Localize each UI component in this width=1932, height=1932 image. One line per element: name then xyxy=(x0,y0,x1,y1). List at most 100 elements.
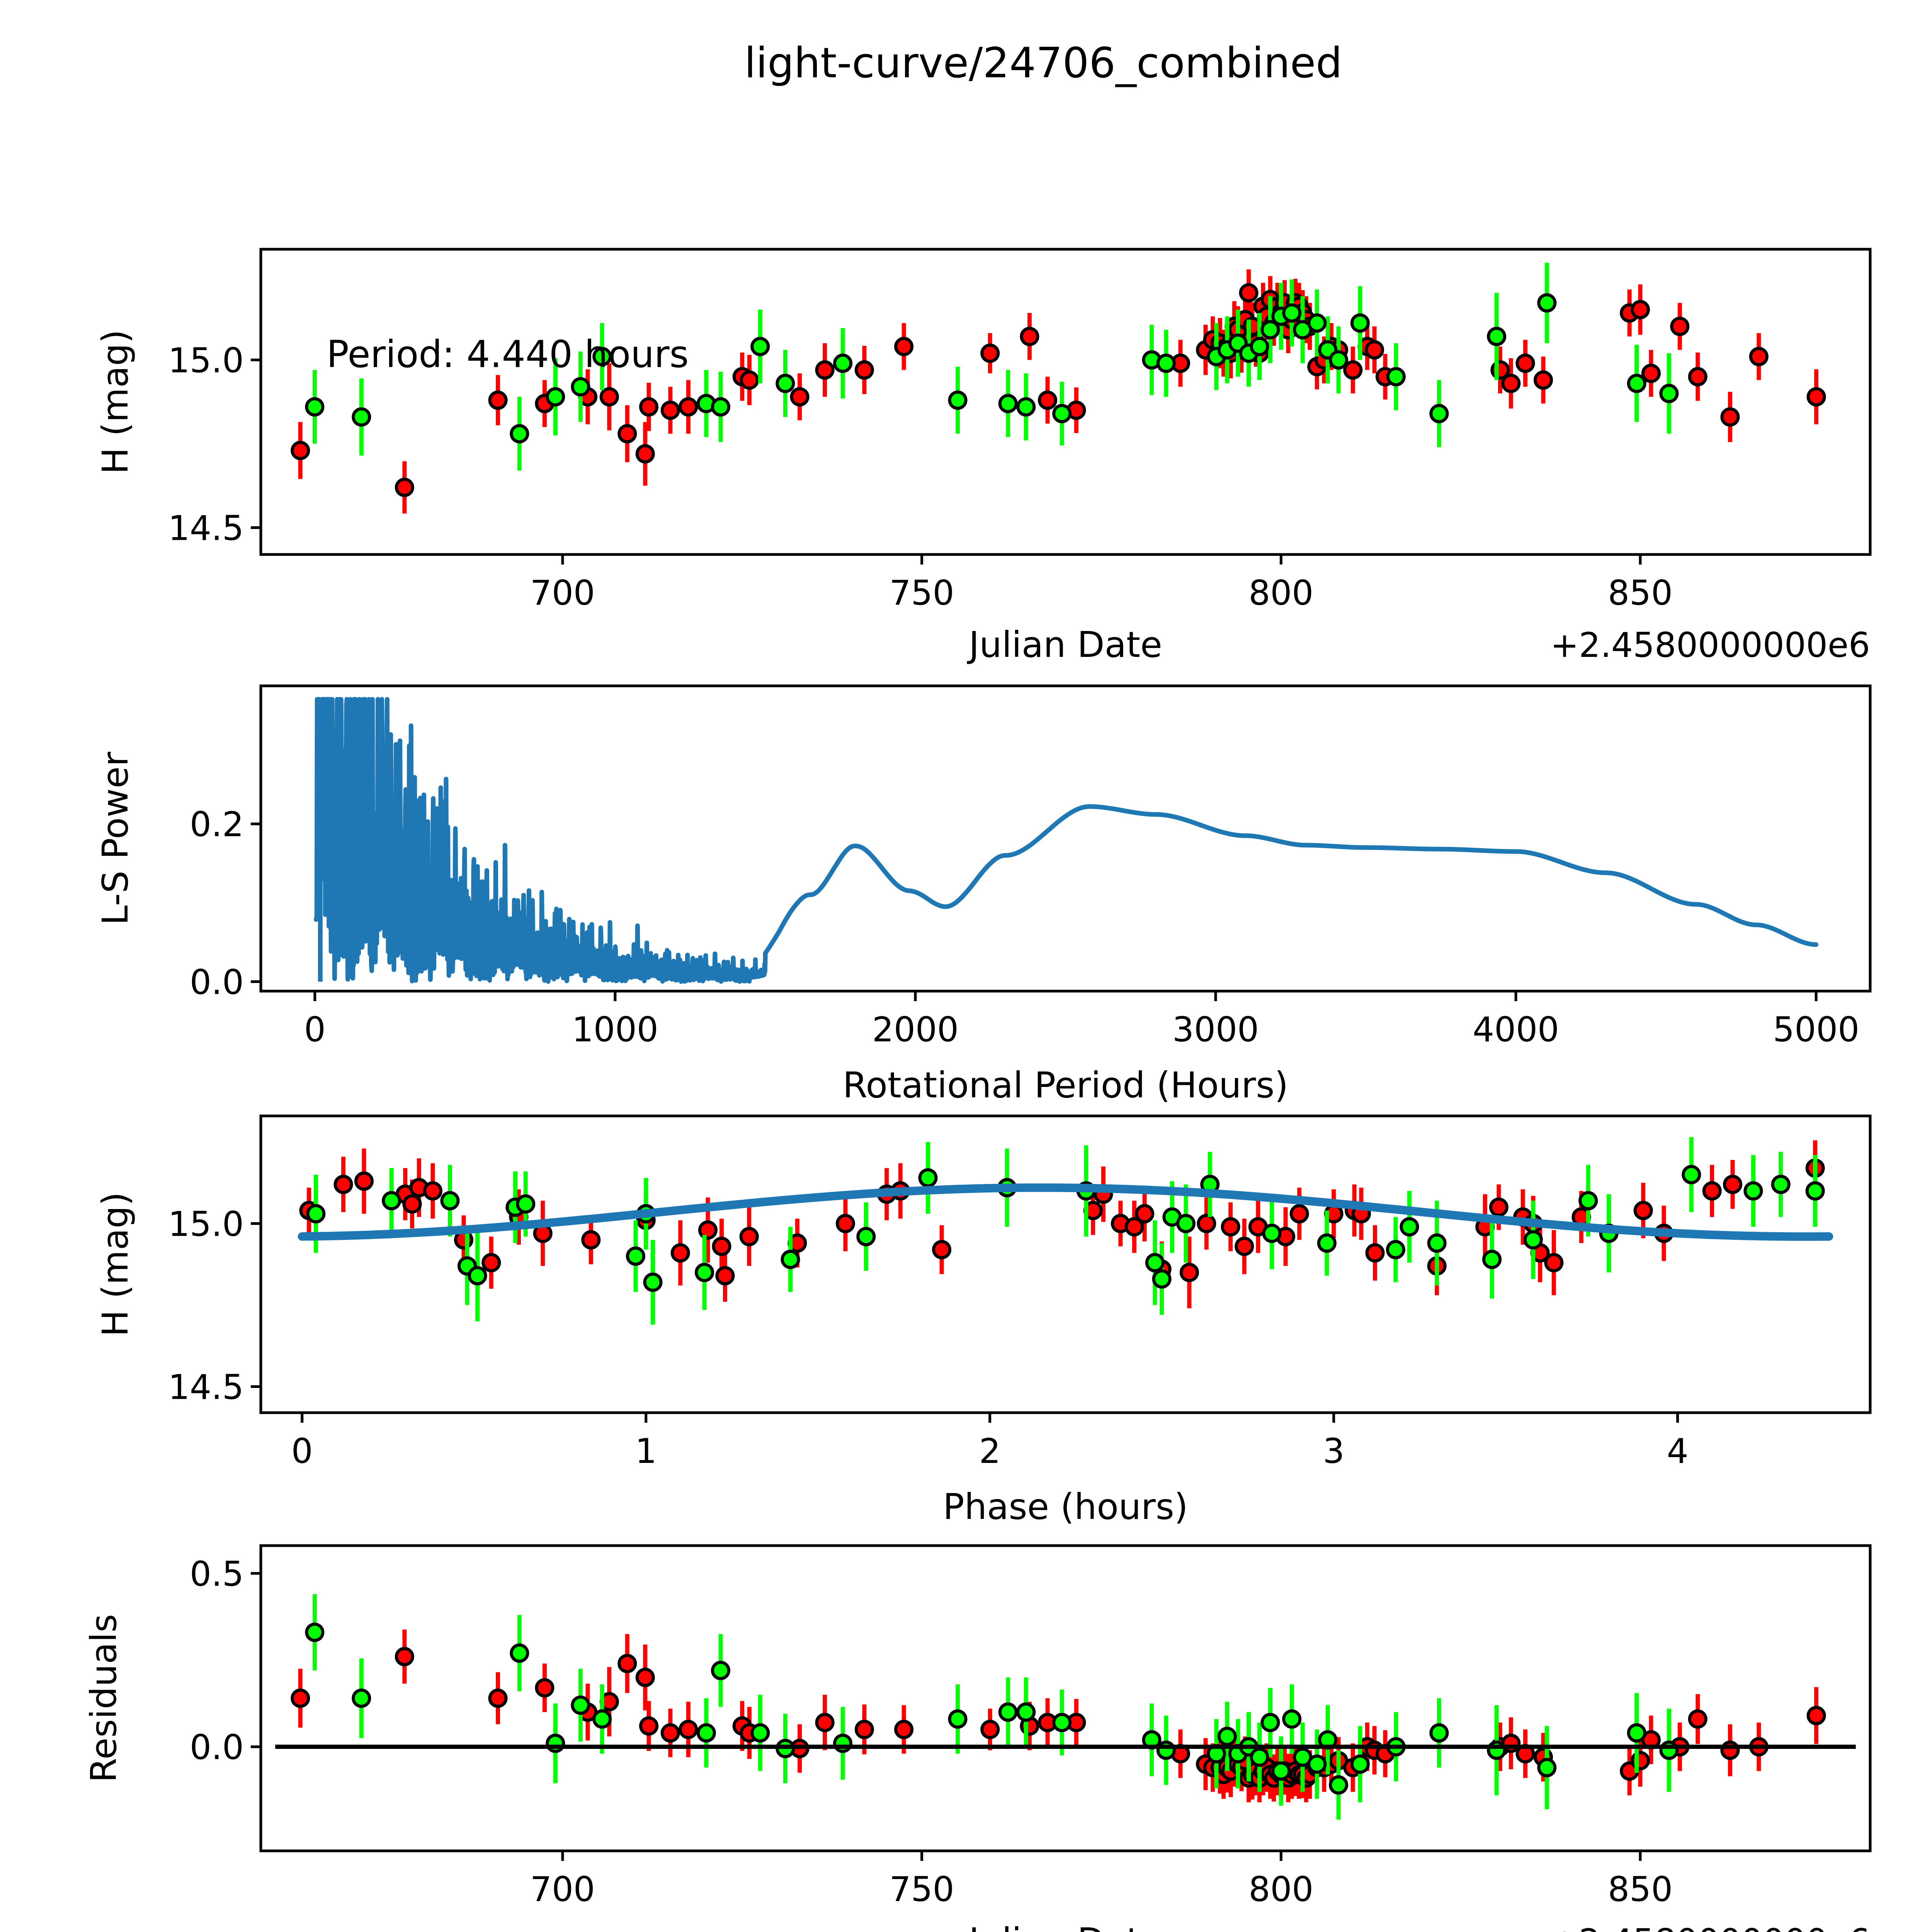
data-point xyxy=(712,1236,731,1256)
data-point xyxy=(1217,1726,1237,1746)
data-point xyxy=(932,1240,952,1260)
data-point xyxy=(1365,1243,1385,1263)
data-point xyxy=(1135,1204,1155,1224)
data-point xyxy=(1633,1201,1653,1220)
data-point xyxy=(1317,1233,1337,1253)
x-tick-label: 1000 xyxy=(572,1010,658,1049)
data-point xyxy=(571,377,590,396)
data-point xyxy=(635,444,655,464)
data-point xyxy=(1307,1754,1327,1774)
data-point xyxy=(546,387,565,406)
data-point xyxy=(781,1250,800,1269)
data-point xyxy=(1016,397,1036,417)
data-point xyxy=(854,1719,874,1739)
y-tick-label: 15.0 xyxy=(168,1204,244,1244)
data-point xyxy=(670,1243,690,1263)
data-point xyxy=(1307,313,1327,333)
data-point xyxy=(510,1643,529,1663)
data-point xyxy=(546,1733,565,1753)
data-point xyxy=(291,440,310,460)
data-point xyxy=(1487,327,1507,346)
x-tick-label: 0 xyxy=(304,1010,326,1049)
data-point xyxy=(468,1266,487,1286)
data-point xyxy=(1627,374,1646,393)
data-point xyxy=(1052,404,1072,423)
data-point xyxy=(1156,1740,1176,1760)
data-point xyxy=(998,1702,1018,1722)
data-point xyxy=(715,1266,735,1286)
data-point xyxy=(1631,300,1650,320)
data-point xyxy=(592,1709,612,1729)
data-point xyxy=(739,1227,759,1247)
data-point xyxy=(894,337,914,356)
x-tick-label: 850 xyxy=(1608,1869,1673,1909)
data-point xyxy=(1515,354,1535,373)
data-point xyxy=(1271,1761,1291,1781)
data-point xyxy=(382,1191,401,1211)
x-tick-label: 800 xyxy=(1248,1869,1313,1909)
data-point xyxy=(1260,320,1280,340)
data-point xyxy=(695,1263,714,1282)
data-point xyxy=(711,1661,730,1680)
panel-lightcurve: 700 750 800 850 15.0 14.5 Julian Date H (mag) +2… xyxy=(95,248,1872,665)
y-axis-label: Residuals xyxy=(83,1614,124,1782)
data-point xyxy=(1429,404,1449,423)
data-point xyxy=(1386,367,1406,386)
period-annotation: Period: 4.440 hours xyxy=(327,333,689,376)
axes-frame xyxy=(259,1114,1872,1414)
data-point xyxy=(980,1719,1000,1739)
data-point xyxy=(1489,1197,1509,1217)
data-point xyxy=(856,1227,876,1247)
data-point xyxy=(1400,1217,1419,1236)
data-point xyxy=(1262,1223,1282,1243)
data-point xyxy=(1720,407,1740,427)
x-axis-label: Phase (hours) xyxy=(943,1486,1188,1527)
data-point xyxy=(1659,384,1679,403)
data-point xyxy=(1260,1713,1280,1732)
data-point xyxy=(698,1220,718,1240)
data-point xyxy=(660,400,680,420)
data-point xyxy=(1749,347,1769,366)
data-point xyxy=(510,424,529,444)
data-point xyxy=(1659,1740,1679,1760)
data-point xyxy=(626,1246,646,1266)
data-point xyxy=(1350,313,1370,333)
sinusoid-fit-line xyxy=(298,1183,1833,1241)
data-point xyxy=(617,1654,637,1673)
x-tick-label: 2000 xyxy=(872,1010,959,1049)
data-point xyxy=(1482,1250,1502,1269)
data-point xyxy=(352,407,371,427)
data-point xyxy=(894,1719,914,1739)
x-tick-label: 3000 xyxy=(1172,1010,1259,1049)
y-axis-label: H (mag) xyxy=(95,330,136,474)
x-axis-label: Julian Date xyxy=(967,1920,1162,1932)
data-point xyxy=(679,1719,698,1739)
data-point xyxy=(1533,370,1553,390)
data-point xyxy=(488,1689,508,1708)
x-tick-label: 0 xyxy=(291,1431,313,1471)
data-point xyxy=(1544,1253,1564,1272)
data-point xyxy=(635,1668,655,1687)
data-point xyxy=(1578,1191,1598,1211)
x-tick-label: 4000 xyxy=(1473,1010,1559,1049)
data-point xyxy=(1145,1253,1165,1272)
data-point xyxy=(1020,327,1039,346)
data-point xyxy=(1239,283,1259,303)
data-point xyxy=(1537,293,1557,313)
data-point xyxy=(599,387,619,406)
data-point xyxy=(440,1191,460,1211)
data-point xyxy=(815,360,835,380)
data-point xyxy=(516,1194,536,1214)
data-point xyxy=(1176,1214,1196,1233)
periodogram-line xyxy=(314,697,1819,984)
data-point xyxy=(660,1723,680,1743)
data-point xyxy=(1670,316,1690,336)
y-tick-label: 15.0 xyxy=(168,340,244,380)
data-point xyxy=(948,1709,968,1729)
x-tick-label: 700 xyxy=(530,573,595,613)
x-tick-label: 850 xyxy=(1608,573,1673,613)
data-point xyxy=(333,1175,353,1194)
data-point xyxy=(833,354,853,373)
data-point xyxy=(1343,360,1363,380)
